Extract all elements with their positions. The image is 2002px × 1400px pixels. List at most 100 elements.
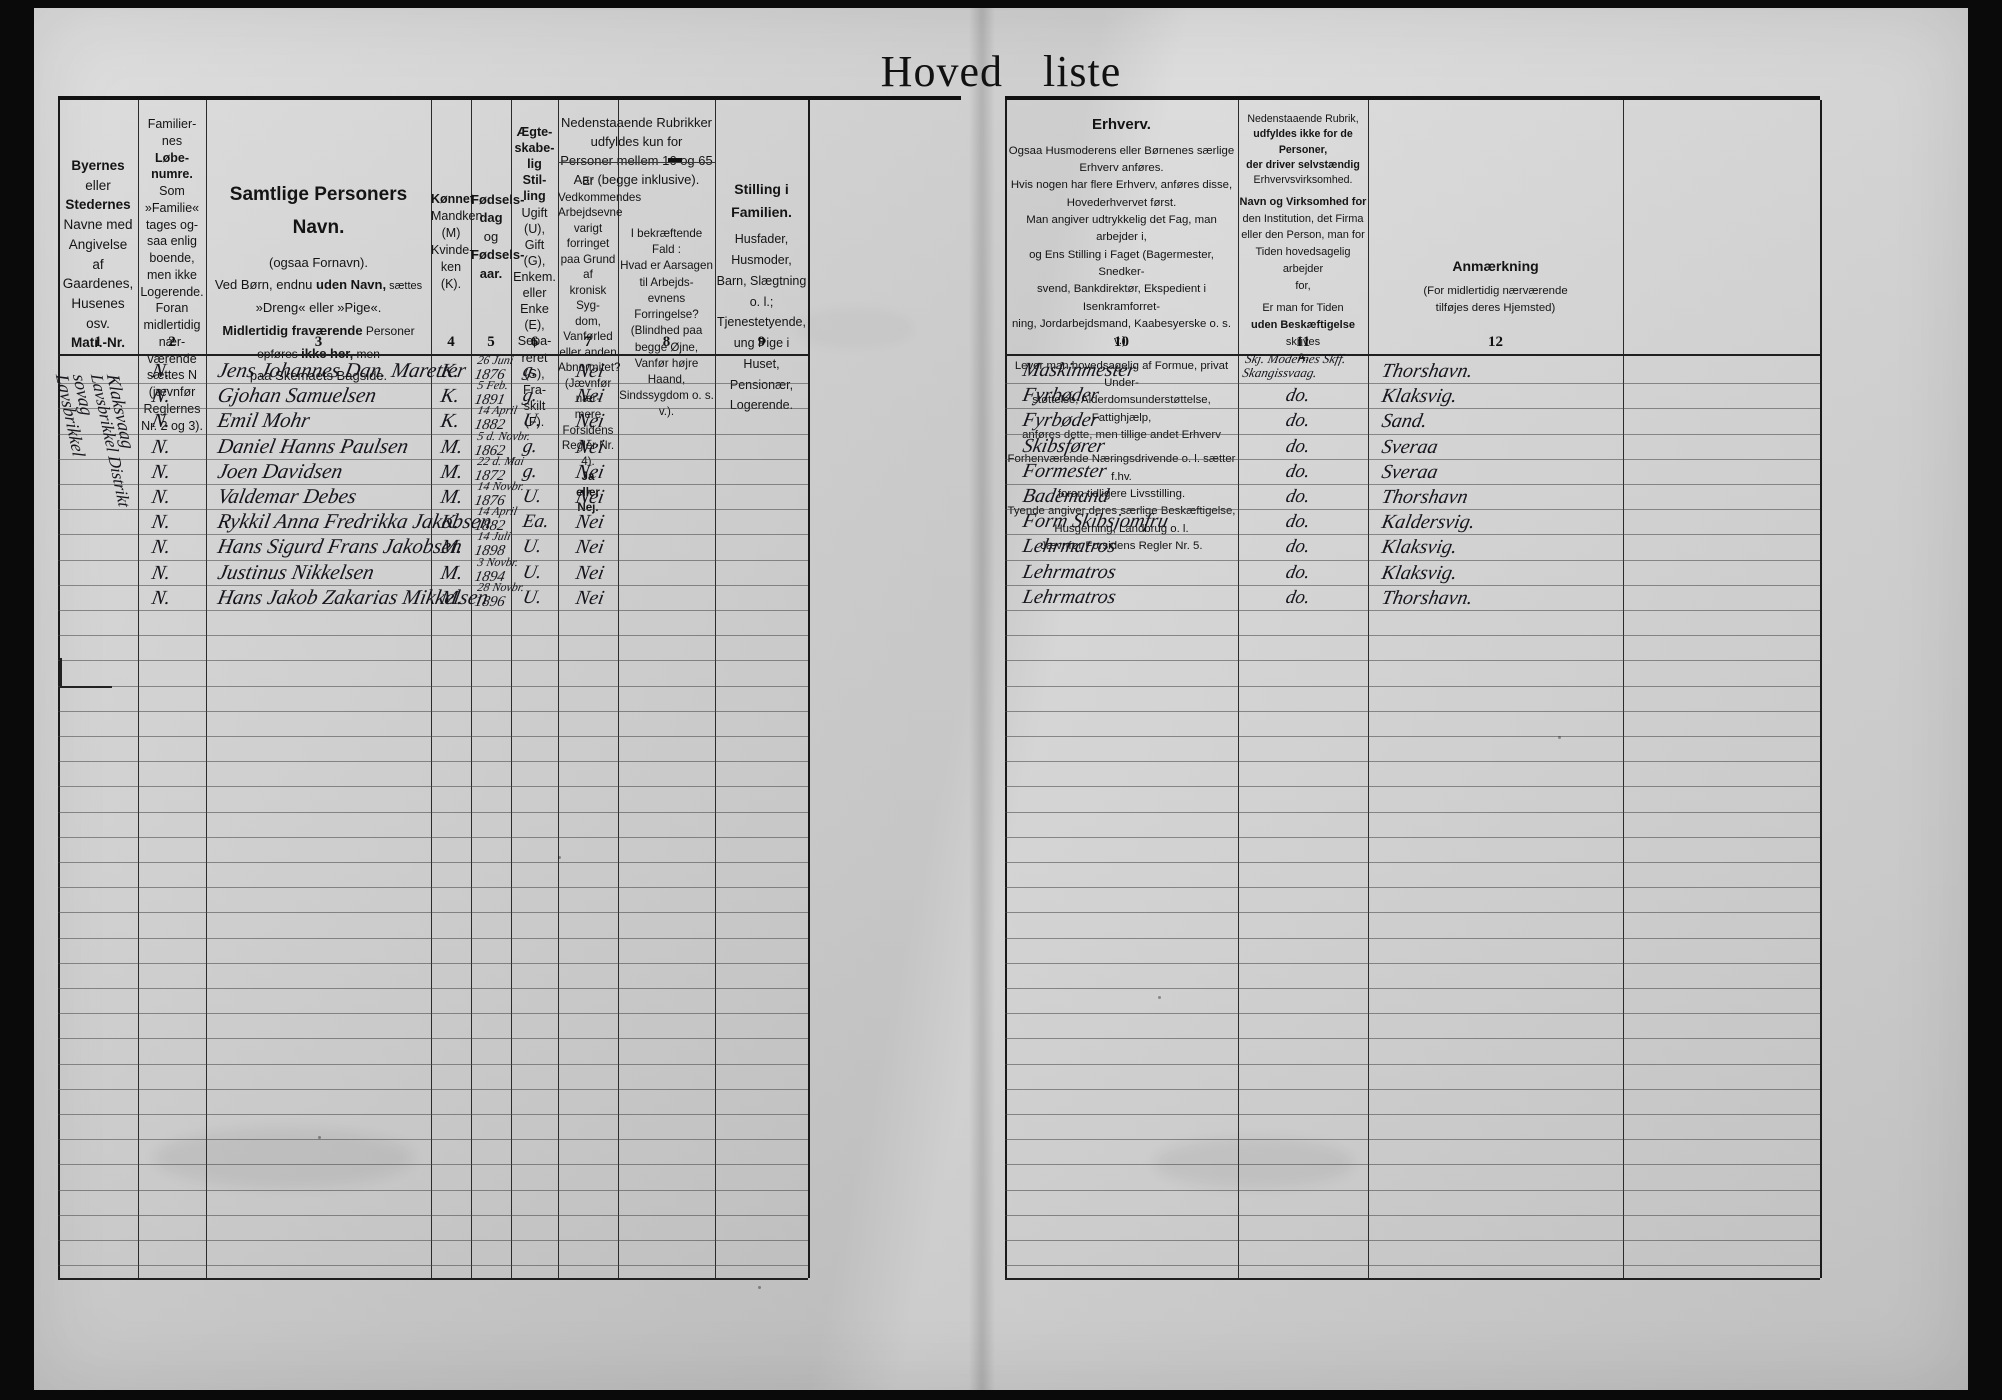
header-line: (E), [524, 318, 545, 333]
row-divider [1005, 685, 1820, 687]
header-line: ning, Jordarbejdsmand, Kaabesyerske o. s… [1011, 318, 1232, 348]
header-col-7-workcapacity: Er Vedkommendes Arbejdsevne varigt forringe… [558, 174, 641, 516]
header-line: men ikke [146, 267, 198, 282]
cell-birth-day: 14 April [476, 504, 519, 519]
row-divider [1005, 811, 1820, 813]
row-divider [58, 1088, 808, 1090]
row-divider [1005, 1240, 1820, 1241]
cell-person-name: Justinus Nikkelsen [215, 559, 377, 584]
cell-employer: do. [1284, 435, 1312, 457]
row-divider [1005, 509, 1820, 511]
row-divider [58, 912, 808, 914]
page-title-part1: Hoved [880, 47, 1003, 96]
header-line: Husenes osv. [71, 295, 125, 331]
header-line: Nej. [577, 501, 599, 515]
row-divider [58, 685, 808, 687]
row-divider [1005, 988, 1820, 989]
header-line: Logerende. [729, 398, 794, 413]
column-divider [808, 100, 810, 1278]
row-divider [58, 836, 808, 838]
cell-marital-status: U. [521, 486, 544, 507]
row-divider [1005, 433, 1820, 435]
column-divider [138, 100, 139, 1278]
header-line: tilføjes deres Hjemsted) [1435, 302, 1556, 315]
header-line: (G), [523, 253, 546, 268]
row-divider [58, 1038, 808, 1040]
header-line: Hvad er Aarsagen til Arbejds- [620, 259, 713, 289]
header-line: mere Forsidens [562, 407, 614, 437]
census-form-paper: Hoved liste Nedenstaaende Rubrikker udfyl… [34, 8, 1968, 1390]
header-line: og [483, 228, 499, 244]
row-divider [58, 1139, 808, 1141]
header-line: foran tidligere Livsstilling. [1057, 488, 1186, 501]
header-line: Er [582, 175, 594, 188]
cell-occupation: Lehrmatros [1020, 560, 1118, 583]
column-number-4: 4 [447, 334, 455, 350]
header-line: kronisk Syg- [569, 283, 607, 313]
header-line: Familier- [147, 117, 197, 131]
header-col-11-employer: Navn og Virksomhed for den Institution, d… [1238, 194, 1368, 367]
cell-birth-day: 5 Feb. [476, 378, 510, 393]
cell-person-name: Gjohan Samuelsen [215, 383, 379, 408]
cell-sex: M. [438, 486, 465, 508]
cell-sex: M. [438, 561, 465, 584]
row-divider [1005, 761, 1820, 763]
cell-occupation: Skibsfører [1020, 434, 1107, 457]
cell-work-capacity: Nei [573, 435, 607, 458]
cell-birth-date: 28 Novbr. 1896 [473, 580, 525, 610]
header-line: Stedernes [65, 197, 131, 213]
column-divider [511, 100, 512, 1278]
header-line: Tjenestetyende, [717, 315, 806, 330]
row-divider [58, 811, 808, 813]
header-line: eller [522, 286, 547, 301]
cell-person-name: Joen Davidsen [215, 458, 345, 483]
cell-employer: do. [1284, 536, 1312, 558]
row-divider [58, 484, 808, 485]
header-line: Navne med [63, 217, 133, 233]
cell-occupation: Bademand [1020, 485, 1111, 507]
header-col-1-place: Byernes eller Stedernes Navne med Angivelse a… [58, 156, 138, 353]
header-line: tages og- [145, 217, 199, 232]
header-line: (K). [440, 277, 462, 291]
row-divider [1005, 408, 1820, 410]
header-line: numre. [151, 167, 193, 182]
header-line: Ved Børn, endnu uden Navn, sættes [214, 277, 423, 293]
header-line: »Familie« [144, 200, 200, 215]
row-divider [58, 584, 808, 586]
cell-person-name: Daniel Hanns Paulsen [215, 433, 411, 458]
header-line: Erhverv anføres. [1079, 162, 1164, 175]
cell-birth-day: 14 Novbr. [476, 479, 526, 493]
column-divider [1623, 100, 1624, 1278]
cell-work-capacity: Nei [573, 561, 607, 584]
span-caption-7-8: Nedenstaaende Rubrikker udfyldes kun for… [558, 114, 715, 189]
cell-remark: Sveraa [1379, 435, 1440, 458]
header-line: Gift [524, 237, 545, 252]
header-line: lig [527, 157, 542, 172]
header-line: Løbe- [154, 150, 190, 165]
row-divider [58, 559, 808, 561]
header-line: Angivelse [68, 236, 128, 252]
cell-work-capacity: Nei [573, 385, 607, 408]
row-divider [58, 710, 808, 712]
header-line: nær- [158, 334, 186, 349]
header-line: Midlertidig fraværende Personer opføres … [222, 322, 415, 361]
header-line: eller [576, 485, 600, 499]
left-margin-note: Lavsbrikkel sovag Lavsbrikkel Distrikt Klak… [52, 368, 139, 648]
header-line: paa Grund af [560, 252, 616, 282]
header-line: midlertidig [143, 318, 201, 332]
header-line: Erhvervsvirksomhed. [1253, 174, 1353, 187]
cell-person-name: Jens Johannes Dan. Maretter [215, 358, 469, 382]
cell-employer: do. [1284, 511, 1312, 533]
row-divider [58, 1214, 808, 1216]
row-divider [1005, 1038, 1820, 1040]
header-line: dom, Vanførled [563, 314, 613, 344]
row-divider [58, 1240, 808, 1241]
row-divider [1005, 862, 1820, 863]
caption-dash [668, 158, 682, 162]
header-line: aar. [479, 265, 503, 281]
cell-remark: Klaksvig. [1379, 536, 1460, 559]
header-line: Husgerning, Landbrug o. l. [1054, 522, 1189, 535]
row-divider [1005, 1189, 1820, 1191]
header-line: for, [1295, 279, 1311, 292]
